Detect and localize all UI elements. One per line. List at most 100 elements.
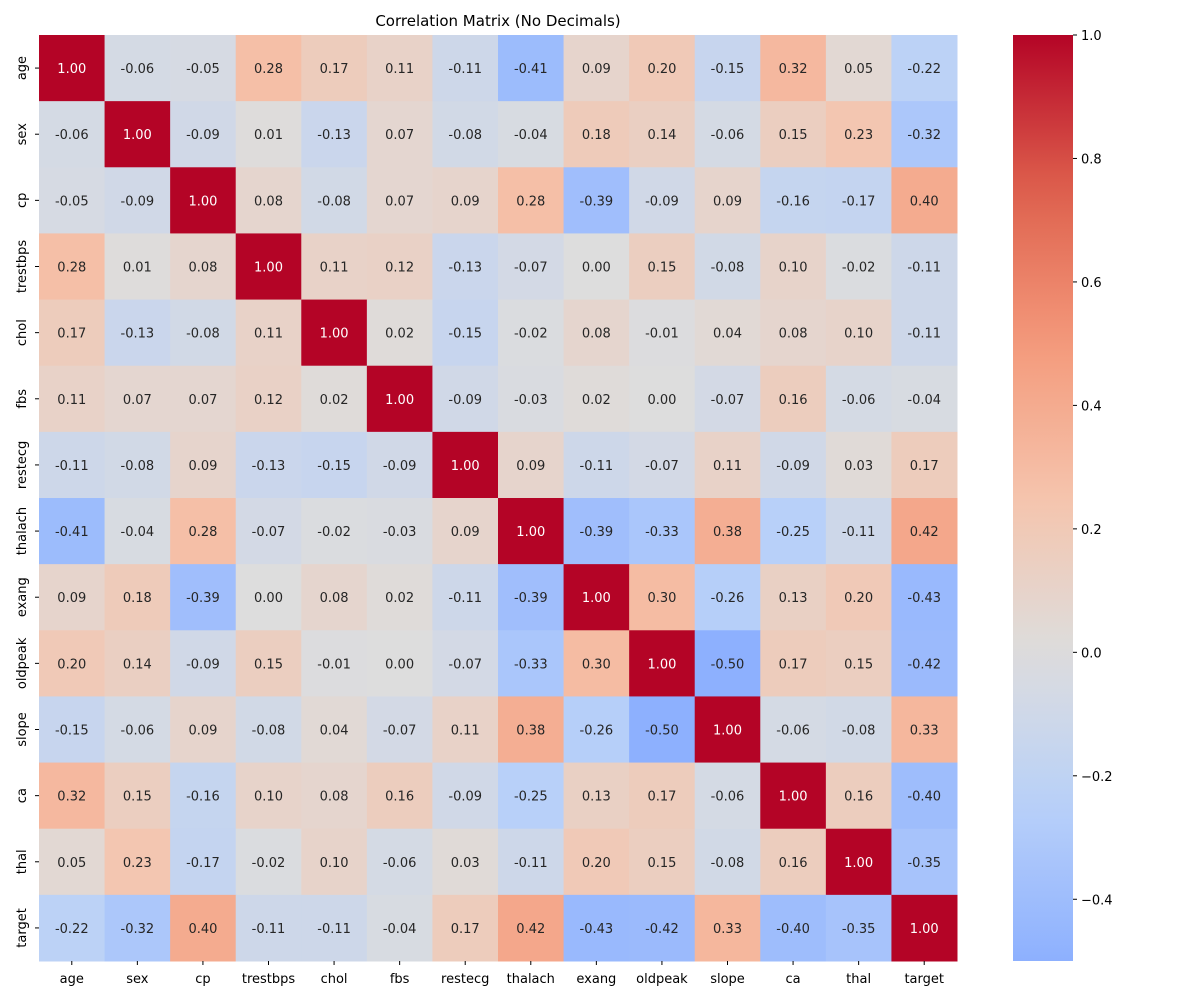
- cell-value-label: 0.14: [647, 128, 676, 143]
- heatmap-cell: [825, 894, 892, 962]
- cell-value-label: 0.09: [713, 194, 742, 209]
- heatmap-cell: [39, 696, 106, 764]
- heatmap-cell: [629, 233, 696, 301]
- heatmap-cell: [39, 299, 106, 367]
- heatmap-cell: [760, 299, 827, 367]
- heatmap-cell: [891, 498, 958, 565]
- cell-value-label: 1.00: [254, 261, 283, 276]
- colorbar-tick-label: 0.8: [1081, 152, 1102, 167]
- heatmap-cell: [301, 101, 368, 168]
- cell-value-label: 0.20: [647, 62, 676, 77]
- heatmap-cell: [629, 564, 696, 631]
- heatmap-cell: [301, 431, 368, 499]
- heatmap-cell: [366, 762, 433, 830]
- heatmap-cell: [235, 498, 302, 565]
- cell-value-label: -0.06: [776, 724, 810, 739]
- heatmap-cell: [760, 828, 827, 896]
- heatmap-cell: [694, 35, 761, 102]
- cell-value-label: 0.28: [254, 62, 283, 77]
- cell-value-label: 0.11: [57, 393, 86, 408]
- cell-value-label: 0.16: [779, 856, 808, 871]
- cell-value-label: -0.07: [383, 724, 417, 739]
- heatmap-cell: [432, 630, 499, 697]
- colorbar-tick-label: 0.4: [1081, 399, 1102, 414]
- cell-value-label: 1.00: [451, 459, 480, 474]
- heatmap-cell: [891, 365, 958, 433]
- heatmap-cell: [629, 35, 696, 102]
- y-tick-label: thal: [15, 849, 30, 874]
- y-tick-label: restecg: [15, 441, 30, 489]
- heatmap-cell: [629, 630, 696, 697]
- cell-value-label: -0.04: [383, 922, 417, 937]
- cell-value-label: 0.10: [254, 790, 283, 805]
- y-tick-label: exang: [15, 577, 30, 617]
- cell-value-label: -0.09: [776, 459, 810, 474]
- cell-value-label: -0.39: [580, 525, 614, 540]
- cell-value-label: -0.39: [580, 194, 614, 209]
- cell-value-label: 0.08: [779, 327, 808, 342]
- y-tick-label: thalach: [15, 507, 30, 555]
- y-tick-label: fbs: [15, 389, 30, 409]
- cell-value-label: -0.22: [907, 62, 941, 77]
- heatmap-cell: [301, 762, 368, 830]
- cell-value-label: -0.06: [121, 724, 155, 739]
- cell-value-label: -0.15: [317, 459, 351, 474]
- heatmap-cell: [563, 762, 630, 830]
- heatmap-cell: [498, 762, 565, 830]
- cell-value-label: 0.15: [123, 790, 152, 805]
- heatmap-cell: [891, 630, 958, 697]
- y-tick-label: chol: [15, 319, 30, 346]
- chart-title: Correlation Matrix (No Decimals): [375, 12, 621, 30]
- colorbar-tick-label: 1.0: [1081, 29, 1102, 44]
- heatmap-cell: [39, 564, 106, 631]
- cell-value-label: 0.05: [57, 856, 86, 871]
- heatmap-cell: [301, 564, 368, 631]
- cell-value-label: 0.04: [320, 724, 349, 739]
- cell-value-label: 0.42: [910, 525, 939, 540]
- heatmap-cell: [432, 762, 499, 830]
- y-tick-label: slope: [15, 712, 30, 747]
- heatmap-cell: [104, 630, 171, 697]
- heatmap-cell: [432, 299, 499, 367]
- cell-value-label: 0.20: [582, 856, 611, 871]
- heatmap-cell: [366, 630, 433, 697]
- heatmap-cell: [39, 101, 106, 168]
- x-tick-label: trestbps: [242, 972, 296, 987]
- cell-value-label: 0.08: [254, 194, 283, 209]
- cell-value-label: 0.15: [254, 657, 283, 672]
- x-tick-label: restecg: [441, 972, 489, 987]
- heatmap-cell: [760, 696, 827, 764]
- heatmap-cell: [301, 630, 368, 697]
- cell-value-label: 0.03: [844, 459, 873, 474]
- cell-value-label: -0.42: [907, 657, 941, 672]
- cell-value-label: -0.17: [186, 856, 220, 871]
- heatmap-cell: [39, 365, 106, 433]
- colorbar-tick-label: −0.4: [1081, 893, 1113, 908]
- cell-value-label: 0.15: [647, 856, 676, 871]
- cell-value-label: 1.00: [123, 128, 152, 143]
- heatmap-cell: [104, 828, 171, 896]
- cell-value-label: 1.00: [188, 194, 217, 209]
- heatmap-cell: [301, 498, 368, 565]
- cell-value-label: 0.11: [254, 327, 283, 342]
- heatmap-cell: [104, 365, 171, 433]
- cell-value-label: 0.10: [844, 327, 873, 342]
- cell-value-label: -0.08: [711, 261, 745, 276]
- cell-value-label: 0.02: [385, 591, 414, 606]
- x-tick-label: ca: [786, 972, 801, 987]
- heatmap-cell: [760, 894, 827, 962]
- heatmap-cell: [301, 299, 368, 367]
- heatmap-cell: [170, 299, 237, 367]
- heatmap-cell: [825, 762, 892, 830]
- cell-value-label: -0.09: [448, 393, 482, 408]
- heatmap-cell: [432, 564, 499, 631]
- heatmap-cell: [825, 35, 892, 102]
- cell-value-label: 0.30: [582, 657, 611, 672]
- cell-value-label: -0.02: [842, 261, 876, 276]
- cell-value-label: -0.15: [448, 327, 482, 342]
- cell-value-label: -0.02: [252, 856, 286, 871]
- heatmap-cell: [891, 101, 958, 168]
- heatmap-cell: [170, 498, 237, 565]
- cell-value-label: 0.03: [451, 856, 480, 871]
- cell-value-label: 0.16: [844, 790, 873, 805]
